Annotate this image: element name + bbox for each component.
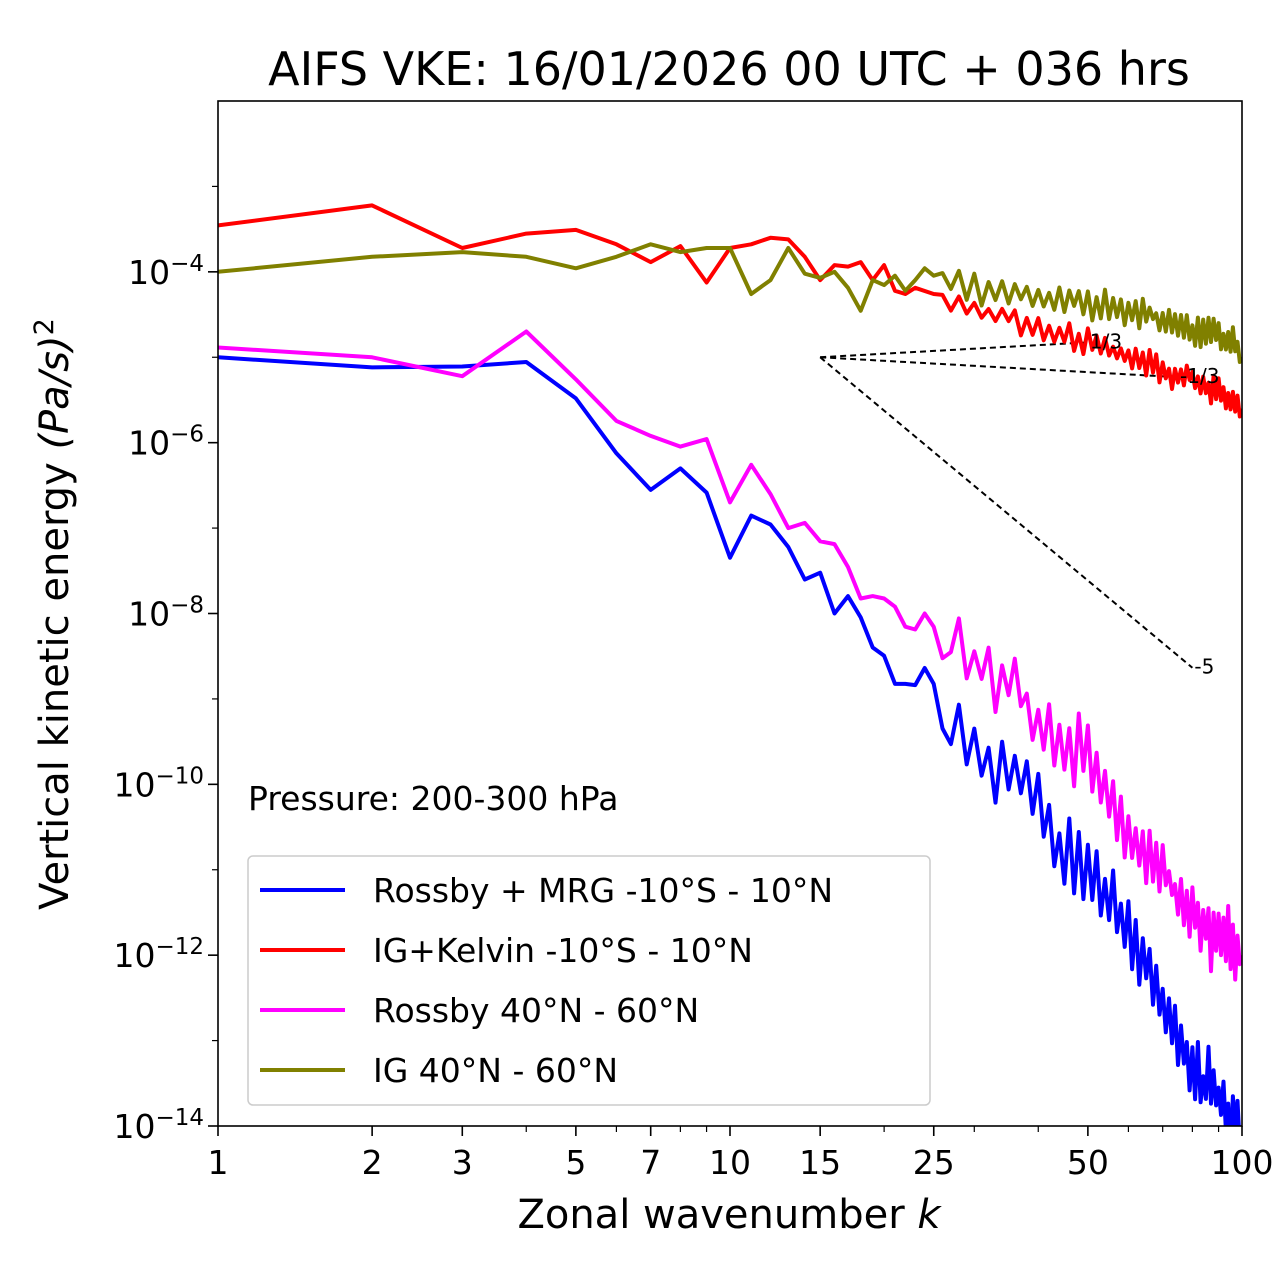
data-series [218,203,1242,1126]
x-axis-label: Zonal wavenumber k [517,1192,942,1238]
x-tick-label: 15 [799,1143,841,1182]
legend-label: IG 40°N - 60°N [373,1051,618,1090]
y-axis-label-unit: (Pa/s) [32,335,78,449]
reference-slope-label: -5 [1194,655,1214,679]
x-tick-label: 3 [452,1143,473,1182]
y-tick-label: 10−4 [128,251,204,292]
x-tick-label: 5 [565,1143,586,1182]
x-tick-label: 7 [640,1143,661,1182]
y-tick-label: 10−6 [128,422,204,463]
x-tick-label: 10 [709,1143,751,1182]
y-tick-label: 10−8 [128,593,204,634]
legend: Rossby + MRG -10°S - 10°N IG+Kelvin -10°S… [247,855,931,1106]
series-line-rossby-40-n-60-n [218,329,1242,982]
reference-slope-label: 1/3 [1090,329,1122,353]
reference-slope-label: -1/3 [1180,364,1219,388]
y-tick-label: 10−12 [113,934,204,975]
x-tick-label: 2 [362,1143,383,1182]
legend-label: IG+Kelvin -10°S - 10°N [373,931,753,970]
x-tick-label: 50 [1067,1143,1109,1182]
pressure-annotation: Pressure: 200-300 hPa [248,779,618,818]
y-axis-ticks: 10−4 10−6 10−8 10−10 10−12 10−14 [113,185,218,1146]
series-line-rossby-mrg-10-s-10-n [218,355,1242,1126]
legend-box [247,855,931,1106]
x-tick-label: 1 [208,1143,229,1182]
y-axis-label-text: Vertical kinetic energy [32,462,78,910]
x-axis-ticks: 1 2 3 5 7 10 15 25 50 100 [208,1126,1274,1182]
series-line-ig-40-n-60-n [218,242,1242,364]
chart-title: AIFS VKE: 16/01/2026 00 UTC + 036 hrs [268,42,1190,96]
reference-slope-minus-5 [819,356,1194,669]
x-axis-label-text: Zonal wavenumber [517,1192,905,1238]
series-line-ig-kelvin-10-s-10-n [218,203,1242,419]
x-axis-label-symbol: k [917,1192,942,1238]
reference-slope-lines [819,341,1194,669]
y-tick-label: 10−14 [113,1105,204,1146]
reference-slope-1-3 [820,341,1088,359]
y-axis-label: Vertical kinetic energy (Pa/s)2 [29,318,79,910]
legend-label: Rossby + MRG -10°S - 10°N [373,871,833,910]
x-tick-label: 100 [1211,1143,1274,1182]
y-tick-label: 10−10 [113,763,204,804]
y-axis-label-exponent: 2 [29,318,60,335]
legend-label: Rossby 40°N - 60°N [373,991,699,1030]
x-tick-label: 25 [913,1143,955,1182]
